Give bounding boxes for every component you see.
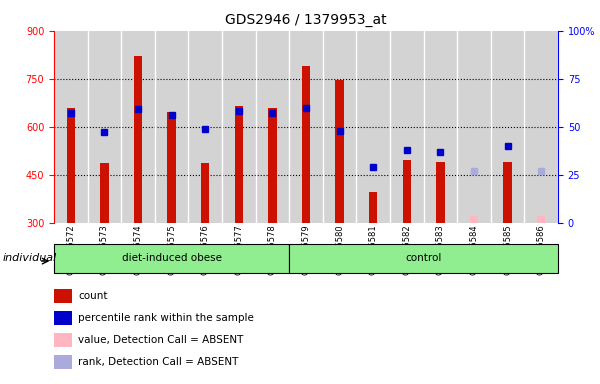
Bar (54, 289, 72, 303)
Bar (54, 355, 72, 369)
Text: count: count (79, 291, 108, 301)
Bar (54, 333, 72, 347)
Bar (67, 108, 75, 223)
Bar (302, 66, 310, 223)
Text: percentile rank within the sample: percentile rank within the sample (79, 313, 254, 323)
Bar (235, 106, 243, 223)
Bar (134, 56, 142, 223)
Text: value, Detection Call = ABSENT: value, Detection Call = ABSENT (79, 335, 244, 345)
Bar (503, 162, 512, 223)
Text: control: control (406, 253, 442, 263)
Bar (54, 311, 72, 325)
Bar (369, 192, 377, 223)
FancyBboxPatch shape (54, 243, 289, 273)
Bar (537, 216, 545, 223)
Text: diet-induced obese: diet-induced obese (122, 253, 221, 263)
Bar (403, 161, 411, 223)
Bar (268, 108, 277, 223)
Bar (436, 162, 445, 223)
Text: rank, Detection Call = ABSENT: rank, Detection Call = ABSENT (79, 357, 239, 367)
Bar (470, 216, 478, 223)
Bar (100, 163, 109, 223)
Text: individual: individual (3, 253, 57, 263)
Bar (167, 113, 176, 223)
Title: GDS2946 / 1379953_at: GDS2946 / 1379953_at (225, 13, 387, 27)
FancyBboxPatch shape (289, 243, 558, 273)
Bar (335, 80, 344, 223)
Bar (201, 163, 209, 223)
